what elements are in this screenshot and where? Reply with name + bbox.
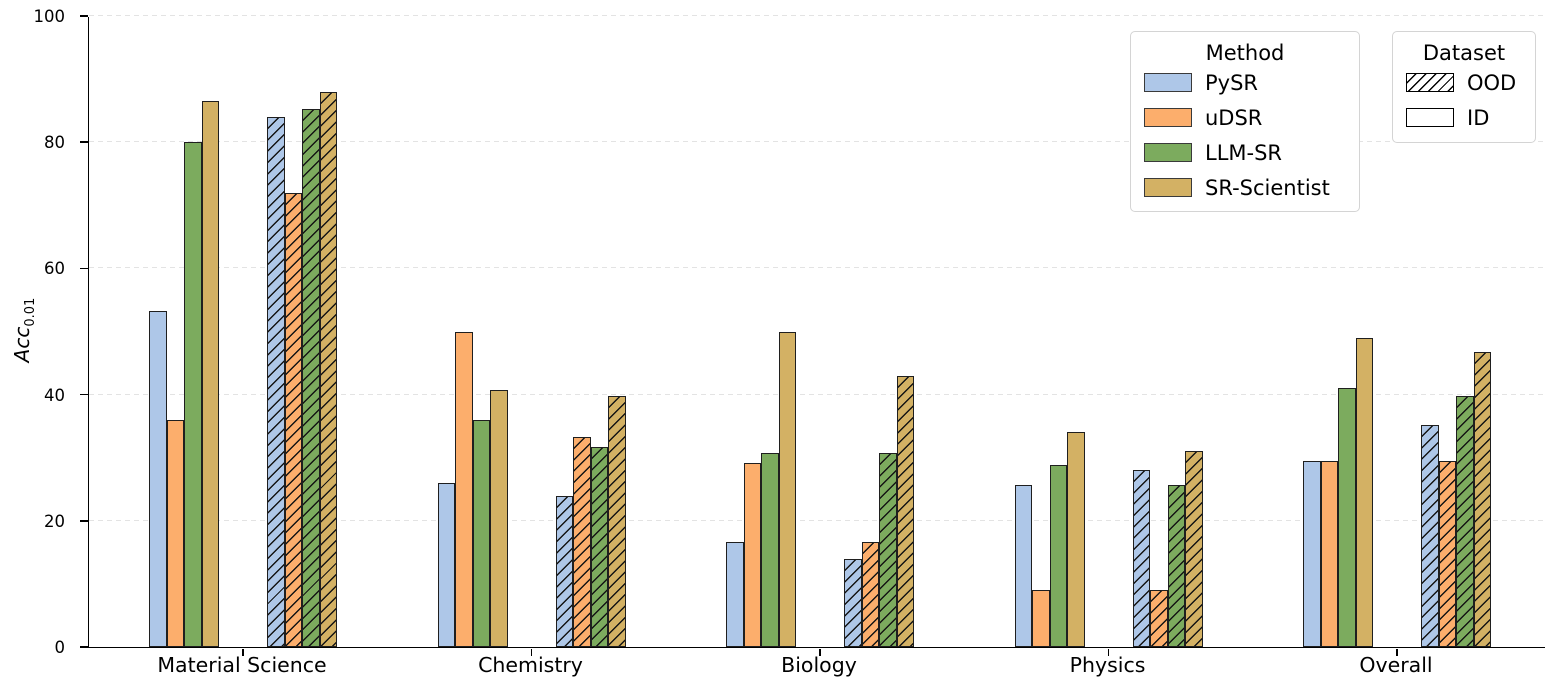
legend-dataset-title: Dataset [1422, 41, 1506, 65]
y-tick-label: 0 [54, 638, 66, 657]
bar-pysr-chemistry-id [437, 482, 455, 647]
bar-sr-scientist-chemistry-id [490, 389, 508, 647]
bar-sr-scientist-material-science-id [201, 101, 219, 647]
bar-pysr-material-science-id [149, 310, 167, 647]
y-tick-label: 40 [44, 385, 65, 405]
bar-udsr-chemistry-ood [573, 436, 591, 647]
sr-scientist-legend-label: SR-Scientist [1205, 175, 1330, 200]
gridline-60 [89, 267, 1545, 269]
x-tick-mark [819, 648, 821, 656]
bar-udsr-physics-ood [1150, 590, 1168, 647]
y-tick-mark [80, 267, 88, 270]
bar-udsr-overall-ood [1438, 460, 1456, 647]
llm-sr-color-swatch [1144, 143, 1192, 162]
gridline-80 [89, 141, 1545, 143]
legend-item-sr-scientist: SR-Scientist [1131, 170, 1359, 205]
gridline-100 [89, 15, 1545, 16]
category-label-physics: Physics [1069, 653, 1146, 677]
legend-item-ood: OOD [1393, 65, 1535, 100]
bar-udsr-material-science-id [166, 419, 184, 647]
udsr-color-swatch [1144, 108, 1192, 127]
bar-pysr-chemistry-ood [555, 495, 573, 647]
pysr-legend-label: PySR [1205, 70, 1259, 95]
legend-item-llm-sr: LLM-SR [1131, 135, 1359, 170]
legend-method-title: Method [1205, 41, 1285, 65]
pysr-color-swatch [1144, 73, 1192, 92]
x-tick-mark [242, 648, 244, 656]
bar-llm-sr-material-science-id [184, 142, 202, 647]
bar-sr-scientist-chemistry-ood [608, 395, 626, 647]
bar-llm-sr-overall-id [1338, 388, 1356, 647]
bar-llm-sr-biology-id [761, 452, 779, 647]
y-tick-mark [80, 646, 88, 648]
legend-item-udsr: uDSR [1131, 100, 1359, 135]
category-label-material-science: Material Science [157, 653, 327, 677]
bar-pysr-overall-id [1303, 460, 1321, 647]
bar-sr-scientist-physics-id [1067, 432, 1085, 647]
y-tick-mark [80, 520, 88, 522]
id-legend-label: ID [1467, 105, 1490, 130]
x-tick-mark [1107, 648, 1110, 656]
y-tick-mark [80, 15, 88, 17]
bar-pysr-overall-ood [1421, 424, 1439, 647]
bar-udsr-physics-id [1032, 590, 1050, 647]
legend-method: Method PySR uDSR LLM-SR SR-Scientist [1130, 31, 1360, 212]
bar-llm-sr-physics-ood [1167, 484, 1185, 647]
y-tick-label: 80 [44, 133, 65, 153]
plot-area [80, 15, 1545, 656]
bar-pysr-biology-ood [844, 558, 862, 647]
bar-udsr-biology-ood [861, 541, 879, 647]
bar-sr-scientist-overall-id [1355, 337, 1373, 647]
bar-llm-sr-overall-ood [1456, 395, 1474, 647]
bar-pysr-physics-ood [1132, 470, 1150, 647]
x-axis-category-labels: Material Science Chemistry Biology Physi… [88, 653, 1545, 683]
bar-llm-sr-biology-ood [879, 452, 897, 647]
udsr-legend-label: uDSR [1205, 105, 1263, 130]
bar-llm-sr-chemistry-id [472, 419, 490, 647]
category-label-biology: Biology [781, 653, 857, 677]
bar-pysr-physics-id [1014, 484, 1032, 647]
y-tick-mark [80, 393, 88, 396]
x-tick-mark [1396, 648, 1398, 656]
y-tick-label: 100 [33, 7, 66, 26]
llm-sr-legend-label: LLM-SR [1205, 140, 1283, 165]
y-axis-tick-labels: 0 20 40 60 80 100 [0, 7, 79, 657]
bar-sr-scientist-overall-ood [1473, 352, 1491, 647]
bar-sr-scientist-physics-ood [1185, 451, 1203, 647]
bar-udsr-biology-id [743, 462, 761, 647]
bar-sr-scientist-biology-id [778, 331, 796, 647]
sr-scientist-color-swatch [1144, 178, 1192, 197]
legend-dataset: Dataset OOD ID [1392, 31, 1536, 143]
bar-udsr-material-science-ood [284, 192, 302, 647]
bar-pysr-biology-id [726, 541, 744, 647]
bar-llm-sr-chemistry-ood [590, 446, 608, 647]
bar-udsr-overall-id [1320, 460, 1338, 647]
bar-llm-sr-physics-id [1049, 465, 1067, 647]
bar-pysr-material-science-ood [267, 116, 285, 647]
gridline-40 [89, 393, 1545, 395]
bar-sr-scientist-biology-ood [896, 375, 914, 647]
y-tick-label: 60 [44, 259, 65, 279]
gridline-20 [89, 519, 1545, 521]
ood-legend-label: OOD [1467, 70, 1517, 95]
x-tick-mark [530, 648, 533, 656]
id-plain-swatch [1406, 108, 1454, 127]
y-tick-label: 20 [44, 511, 65, 531]
legend-item-pysr: PySR [1131, 65, 1359, 100]
bar-udsr-chemistry-id [455, 331, 473, 647]
legend-item-id: ID [1393, 100, 1535, 135]
bar-sr-scientist-material-science-ood [319, 91, 337, 647]
y-tick-mark [80, 141, 88, 143]
category-label-overall: Overall [1359, 653, 1433, 677]
category-label-chemistry: Chemistry [478, 653, 583, 677]
bar-llm-sr-material-science-ood [302, 108, 320, 647]
ood-hatched-swatch [1406, 73, 1454, 92]
